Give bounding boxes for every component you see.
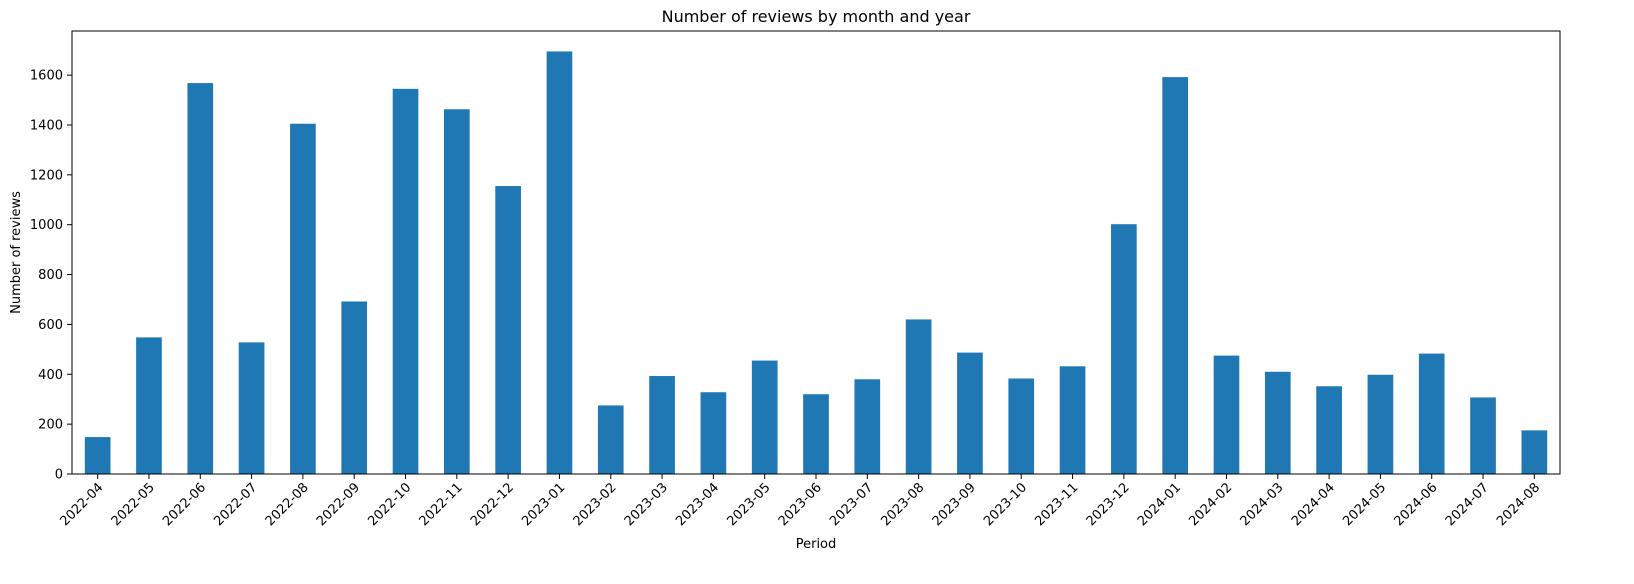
bar-2023-06	[803, 394, 829, 474]
bar-2023-10	[1008, 378, 1035, 474]
y-axis-label: Number of reviews	[9, 191, 24, 314]
bar-2023-03	[649, 376, 675, 474]
y-tick-label: 1400	[30, 118, 63, 133]
y-tick-label: 1600	[30, 69, 63, 84]
plot-frame	[71, 30, 1561, 475]
bars-layer	[84, 51, 1548, 475]
bar-2022-04	[84, 437, 111, 474]
bar-2023-12	[1111, 224, 1137, 474]
bar-2024-07	[1470, 397, 1496, 474]
bar-2023-04	[700, 392, 727, 474]
bar-2023-08	[905, 319, 932, 474]
y-tick-label: 600	[38, 318, 63, 333]
bar-2024-08	[1521, 430, 1548, 474]
bar-2022-06	[187, 83, 214, 475]
bar-2022-05	[136, 337, 162, 474]
y-tick-label: 200	[38, 418, 63, 433]
chart-title: Number of reviews by month and year	[662, 7, 971, 26]
bar-2023-07	[854, 379, 881, 474]
bar-2024-05	[1367, 374, 1394, 474]
y-tick-label: 0	[55, 468, 63, 483]
bar-2022-12	[495, 186, 521, 474]
bar-2022-08	[290, 123, 316, 475]
bar-2022-11	[444, 109, 470, 475]
y-tick-label: 400	[38, 368, 63, 383]
y-tick-label: 1200	[30, 168, 63, 183]
bar-2023-01	[546, 51, 573, 474]
x-axis-label: Period	[796, 537, 837, 552]
bar-2024-04	[1316, 386, 1342, 474]
bar-2023-05	[751, 360, 778, 474]
bar-2024-01	[1162, 77, 1188, 474]
bar-2022-10	[392, 88, 419, 475]
bar-2024-02	[1213, 355, 1240, 474]
bar-2023-02	[597, 405, 624, 474]
bar-2023-11	[1059, 366, 1086, 474]
bar-2024-03	[1264, 371, 1291, 474]
bar-2024-06	[1418, 353, 1445, 474]
y-tick-label: 800	[38, 268, 63, 283]
y-tick-label: 1000	[30, 218, 63, 233]
bar-2022-09	[341, 301, 368, 474]
y-axis-ticks: 0 200 400 600 800 1000 1200 1400 1600	[30, 69, 72, 483]
bar-2022-07	[238, 342, 265, 474]
bar-2023-09	[957, 352, 983, 474]
